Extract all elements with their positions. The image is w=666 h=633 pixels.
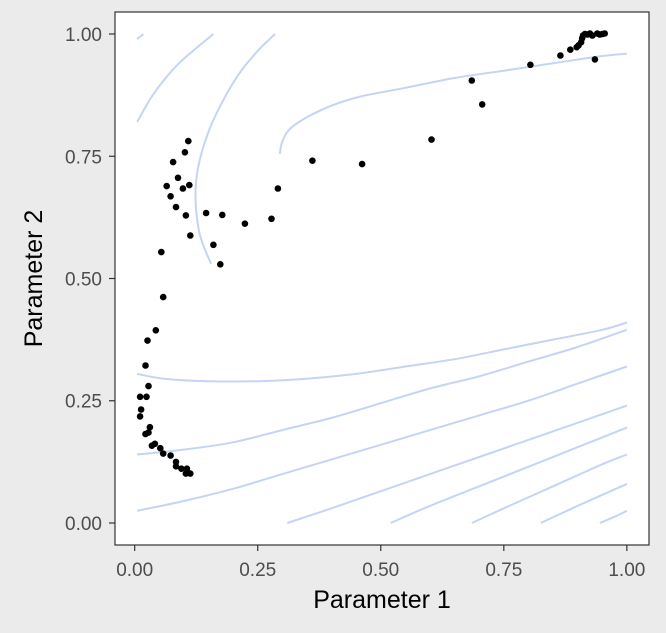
plot-panel xyxy=(115,12,649,545)
data-point xyxy=(202,209,210,217)
y-tick-label: 0.25 xyxy=(65,392,102,413)
data-point xyxy=(144,337,151,344)
contour-line-4 xyxy=(278,52,627,154)
data-point xyxy=(241,220,249,227)
x-axis: 0.00 0.25 0.50 0.75 1.00 xyxy=(116,545,645,581)
contour-line-7 xyxy=(136,365,628,512)
data-point xyxy=(182,212,190,219)
data-point xyxy=(169,158,177,166)
y-tick-label: 0.50 xyxy=(65,270,102,291)
data-point xyxy=(158,248,165,256)
contour-line-6 xyxy=(136,328,628,456)
data-point xyxy=(143,393,150,401)
x-tick-label: 0.75 xyxy=(485,560,522,581)
data-point xyxy=(145,382,152,390)
x-tick-label: 0.00 xyxy=(116,560,153,581)
data-point xyxy=(358,160,366,168)
data-point xyxy=(179,185,187,192)
data-point xyxy=(167,452,174,459)
contour-line-8 xyxy=(286,404,628,524)
data-point xyxy=(145,429,152,436)
data-point xyxy=(186,181,193,189)
data-point xyxy=(136,413,144,420)
y-axis: 0.00 0.25 0.50 0.75 1.00 xyxy=(65,25,115,535)
data-point xyxy=(210,241,217,249)
data-point xyxy=(428,136,435,143)
x-tick-label: 0.50 xyxy=(362,560,399,581)
contour-line-2 xyxy=(136,33,215,123)
y-tick-label: 0.00 xyxy=(65,514,102,535)
data-point xyxy=(187,470,194,477)
contour-line-11 xyxy=(540,482,628,524)
data-point xyxy=(187,232,194,239)
contour-line-1 xyxy=(136,33,145,40)
data-point xyxy=(183,465,191,473)
data-point xyxy=(163,182,170,190)
data-point xyxy=(142,362,149,369)
data-point xyxy=(151,440,159,448)
data-point xyxy=(219,211,226,219)
data-point xyxy=(591,56,599,63)
data-point xyxy=(159,450,167,457)
data-point xyxy=(174,174,182,182)
y-axis-title: Parameter 2 xyxy=(20,210,48,348)
data-point xyxy=(478,101,486,108)
data-point xyxy=(567,46,574,53)
x-tick-label: 0.25 xyxy=(239,560,276,581)
data-point xyxy=(159,293,167,301)
point-layer xyxy=(136,30,608,477)
contour-line-10 xyxy=(471,453,628,524)
y-tick-label: 0.75 xyxy=(65,147,102,168)
contour-line-9 xyxy=(390,426,628,524)
data-point xyxy=(181,149,189,156)
data-point xyxy=(217,261,224,268)
data-point xyxy=(557,52,564,59)
data-point xyxy=(136,393,144,401)
data-point xyxy=(152,327,160,334)
data-point xyxy=(185,137,192,145)
contour-line-12 xyxy=(599,509,628,524)
y-tick-label: 1.00 xyxy=(65,25,102,46)
data-point xyxy=(274,185,282,192)
contour-line-3 xyxy=(194,33,276,265)
data-point xyxy=(601,30,608,37)
contour-line-5 xyxy=(136,321,628,383)
x-tick-label: 1.00 xyxy=(608,560,645,581)
data-point xyxy=(468,77,476,84)
data-point xyxy=(268,215,275,223)
data-point xyxy=(527,61,534,69)
data-point xyxy=(178,465,185,473)
data-point xyxy=(172,203,180,211)
data-point xyxy=(172,463,180,470)
data-point xyxy=(146,423,154,431)
data-point xyxy=(167,193,174,200)
data-point xyxy=(309,157,316,164)
x-axis-title: Parameter 1 xyxy=(313,586,451,614)
data-point xyxy=(157,444,164,452)
contour-layer xyxy=(136,33,628,524)
data-point xyxy=(137,406,145,413)
